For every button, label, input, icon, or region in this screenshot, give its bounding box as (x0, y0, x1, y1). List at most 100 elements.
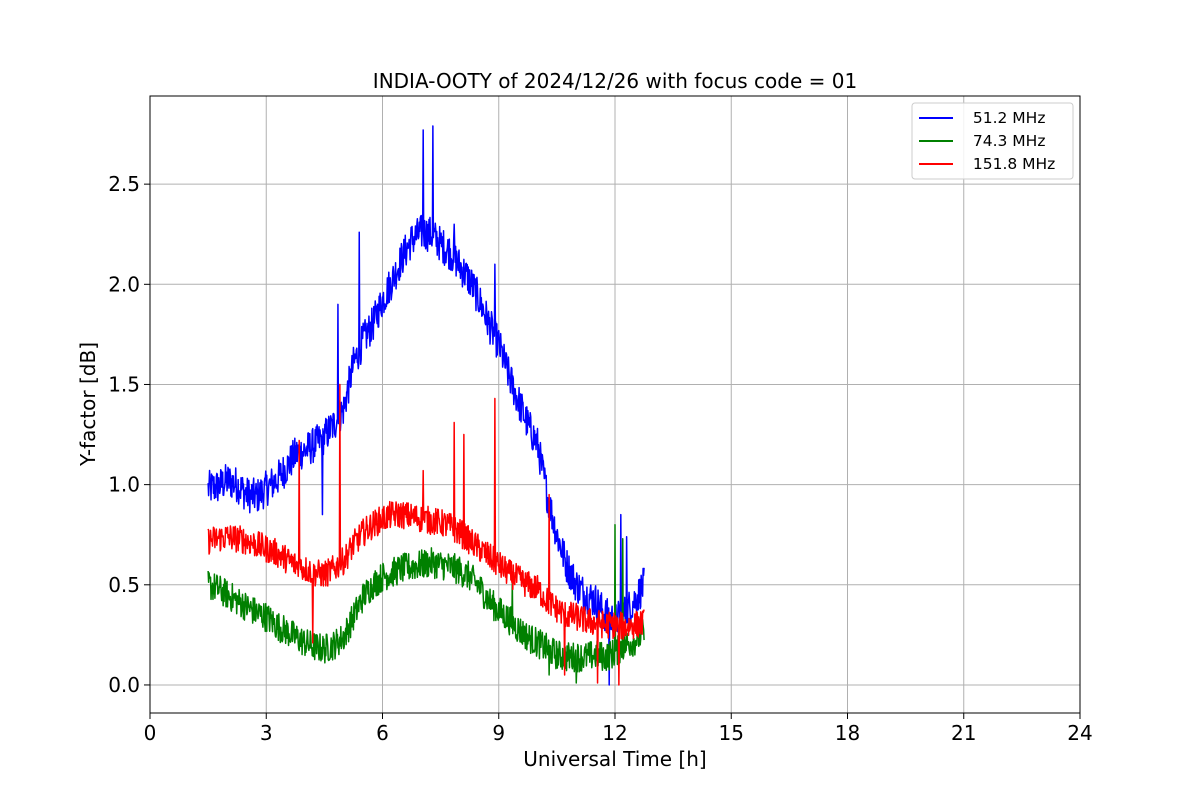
data-point (207, 488, 209, 490)
data-point (391, 514, 393, 516)
data-point (265, 548, 267, 550)
data-point (498, 610, 500, 612)
data-point (498, 564, 500, 566)
data-point (643, 584, 645, 586)
y-tick-label: 0.0 (108, 673, 140, 697)
data-point (450, 566, 452, 568)
data-point (401, 257, 403, 259)
series-2 (207, 383, 645, 686)
data-point (372, 324, 374, 326)
data-point (256, 544, 258, 546)
data-point (314, 444, 316, 446)
data-point (498, 344, 500, 346)
data-point (401, 514, 403, 516)
data-point (479, 300, 481, 302)
data-point (517, 400, 519, 402)
data-point (595, 622, 597, 624)
data-point (440, 243, 442, 245)
y-axis-label: Y-factor [dB] (76, 342, 100, 467)
data-point (304, 568, 306, 570)
data-point (624, 626, 626, 628)
data-point (382, 518, 384, 520)
data-point (265, 616, 267, 618)
data-point (479, 548, 481, 550)
data-point (643, 632, 645, 634)
data-point (440, 522, 442, 524)
data-point (411, 566, 413, 568)
series-line (207, 523, 645, 684)
y-tick-label: 1.5 (108, 372, 140, 396)
data-point (324, 574, 326, 576)
data-point (430, 520, 432, 522)
data-point (634, 624, 636, 626)
data-point (488, 556, 490, 558)
data-point (275, 552, 277, 554)
data-point (585, 594, 587, 596)
data-point (517, 628, 519, 630)
data-point (295, 564, 297, 566)
data-point (624, 644, 626, 646)
data-point (411, 516, 413, 518)
data-point (256, 612, 258, 614)
data-point (537, 642, 539, 644)
data-point (217, 588, 219, 590)
axis-ticks: 0 3 6 9 12 15 18 21 24 0.0 0.5 1.0 1.5 2.0 2.5 (108, 172, 1093, 745)
data-point (430, 562, 432, 564)
data-point (624, 612, 626, 614)
data-point (227, 480, 229, 482)
data-point (227, 594, 229, 596)
data-point (469, 280, 471, 282)
data-point (566, 614, 568, 616)
data-point (430, 233, 432, 235)
data-point (614, 652, 616, 654)
legend-label: 74.3 MHz (963, 132, 1045, 150)
x-axis-label: Universal Time [h] (523, 747, 706, 771)
data-point (605, 656, 607, 658)
data-point (508, 572, 510, 574)
data-point (614, 624, 616, 626)
data-point (362, 596, 364, 598)
data-point (256, 496, 258, 498)
data-point (459, 265, 461, 267)
data-point (585, 656, 587, 658)
data-point (275, 624, 277, 626)
data-point (459, 532, 461, 534)
series-1 (207, 523, 645, 684)
data-point (420, 518, 422, 520)
data-point (585, 620, 587, 622)
data-point (527, 636, 529, 638)
data-point (575, 584, 577, 586)
data-point (343, 560, 345, 562)
data-point (333, 424, 335, 426)
data-point (479, 586, 481, 588)
data-point (295, 636, 297, 638)
data-point (227, 536, 229, 538)
data-point (546, 600, 548, 602)
data-point (575, 616, 577, 618)
data-point (333, 644, 335, 646)
data-point (362, 340, 364, 342)
data-point (343, 408, 345, 410)
data-point (566, 564, 568, 566)
data-point (304, 642, 306, 644)
data-point (314, 646, 316, 648)
data-point (546, 648, 548, 650)
x-tick-label: 12 (602, 721, 627, 745)
data-point (391, 280, 393, 282)
x-tick-label: 9 (492, 721, 505, 745)
series-lines (207, 125, 645, 686)
data-point (595, 654, 597, 656)
x-tick-label: 21 (951, 721, 976, 745)
data-point (450, 526, 452, 528)
legend-label: 151.8 MHz (963, 155, 1055, 173)
x-tick-label: 15 (719, 721, 744, 745)
data-point (420, 231, 422, 233)
data-point (236, 538, 238, 540)
data-point (469, 576, 471, 578)
legend-box (911, 102, 1074, 180)
data-point (246, 606, 248, 608)
data-point (508, 618, 510, 620)
data-point (265, 488, 267, 490)
y-tick-label: 2.5 (108, 172, 140, 196)
